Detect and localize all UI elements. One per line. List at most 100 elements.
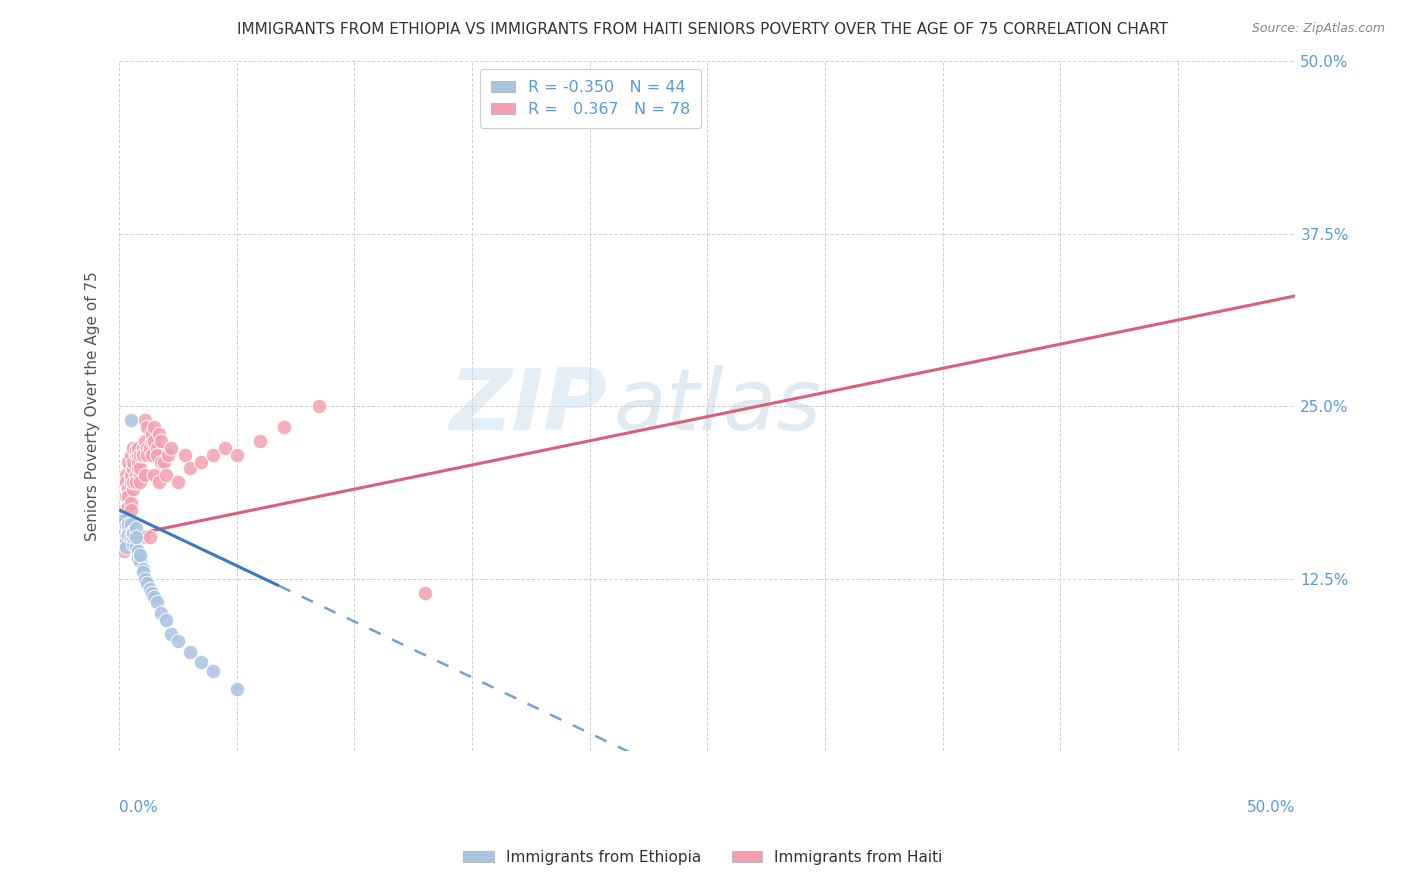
Point	[136, 420, 159, 434]
Point	[120, 503, 142, 517]
Point	[110, 516, 132, 531]
Point	[112, 537, 135, 551]
Point	[167, 634, 190, 648]
Point	[127, 441, 149, 455]
Point	[129, 554, 152, 568]
Point	[115, 503, 138, 517]
Point	[134, 572, 156, 586]
Legend: R = -0.350   N = 44, R =   0.367   N = 78: R = -0.350 N = 44, R = 0.367 N = 78	[479, 69, 702, 128]
Point	[131, 531, 153, 545]
Point	[127, 551, 149, 566]
Point	[122, 454, 145, 468]
Point	[150, 607, 173, 621]
Point	[110, 531, 132, 545]
Point	[117, 499, 139, 513]
Point	[117, 527, 139, 541]
Point	[249, 434, 271, 448]
Point	[124, 531, 146, 545]
Point	[131, 441, 153, 455]
Point	[155, 468, 177, 483]
Point	[179, 645, 201, 659]
Point	[214, 441, 236, 455]
Point	[117, 521, 139, 535]
Point	[115, 519, 138, 533]
Point	[159, 627, 181, 641]
Text: 0.0%: 0.0%	[120, 800, 157, 814]
Point	[138, 441, 160, 455]
Point	[117, 489, 139, 503]
Point	[127, 461, 149, 475]
Point	[141, 448, 163, 462]
Point	[138, 582, 160, 596]
Point	[134, 434, 156, 448]
Point	[122, 524, 145, 538]
Point	[112, 544, 135, 558]
Point	[124, 540, 146, 554]
Point	[122, 461, 145, 475]
Point	[202, 665, 225, 679]
Point	[413, 585, 436, 599]
Point	[127, 448, 149, 462]
Point	[129, 448, 152, 462]
Point	[127, 544, 149, 558]
Text: IMMIGRANTS FROM ETHIOPIA VS IMMIGRANTS FROM HAITI SENIORS POVERTY OVER THE AGE O: IMMIGRANTS FROM ETHIOPIA VS IMMIGRANTS F…	[238, 22, 1168, 37]
Point	[115, 531, 138, 545]
Point	[190, 454, 212, 468]
Point	[131, 562, 153, 576]
Point	[141, 426, 163, 441]
Point	[120, 531, 142, 545]
Point	[110, 531, 132, 545]
Text: ZIP: ZIP	[450, 365, 607, 448]
Point	[115, 512, 138, 526]
Point	[112, 526, 135, 541]
Point	[115, 475, 138, 490]
Point	[150, 434, 173, 448]
Point	[157, 448, 180, 462]
Point	[120, 475, 142, 490]
Point	[131, 448, 153, 462]
Point	[143, 590, 166, 604]
Point	[225, 682, 247, 697]
Point	[141, 434, 163, 448]
Point	[150, 454, 173, 468]
Y-axis label: Seniors Poverty Over the Age of 75: Seniors Poverty Over the Age of 75	[86, 271, 100, 541]
Point	[112, 521, 135, 535]
Point	[120, 413, 142, 427]
Point	[117, 482, 139, 496]
Point	[120, 496, 142, 510]
Point	[124, 475, 146, 490]
Point	[134, 413, 156, 427]
Point	[117, 454, 139, 468]
Point	[120, 468, 142, 483]
Point	[143, 420, 166, 434]
Point	[145, 595, 167, 609]
Point	[115, 534, 138, 549]
Point	[225, 448, 247, 462]
Point	[145, 448, 167, 462]
Point	[117, 516, 139, 531]
Point	[122, 441, 145, 455]
Point	[122, 482, 145, 496]
Point	[143, 434, 166, 448]
Point	[148, 426, 170, 441]
Point	[308, 400, 330, 414]
Point	[112, 526, 135, 541]
Point	[127, 454, 149, 468]
Point	[136, 441, 159, 455]
Point	[167, 475, 190, 490]
Point	[273, 420, 295, 434]
Point	[134, 468, 156, 483]
Point	[122, 537, 145, 551]
Text: atlas: atlas	[613, 365, 821, 448]
Point	[129, 468, 152, 483]
Point	[136, 576, 159, 591]
Point	[110, 509, 132, 524]
Point	[120, 516, 142, 531]
Point	[112, 516, 135, 531]
Legend: Immigrants from Ethiopia, Immigrants from Haiti: Immigrants from Ethiopia, Immigrants fro…	[457, 844, 949, 871]
Point	[179, 461, 201, 475]
Point	[131, 448, 153, 462]
Point	[112, 503, 135, 517]
Point	[159, 441, 181, 455]
Point	[112, 537, 135, 551]
